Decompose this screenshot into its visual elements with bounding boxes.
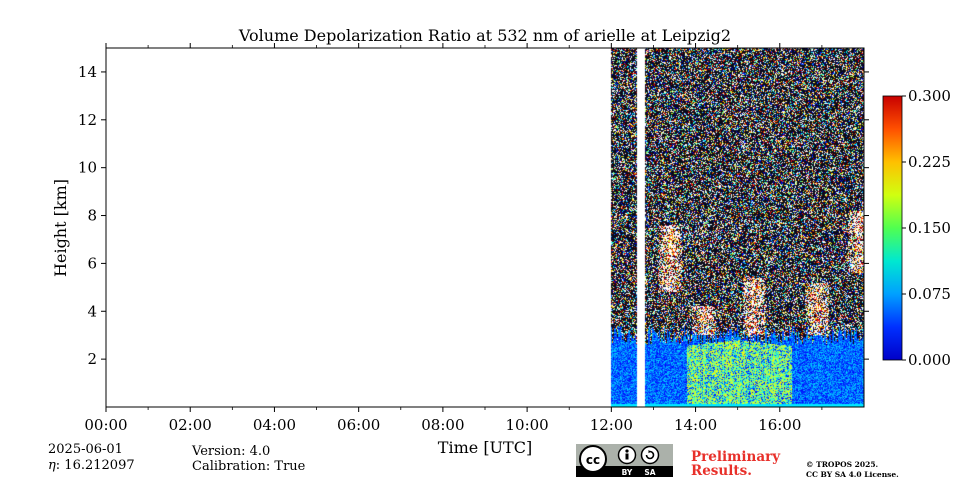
x-axis-label: Time [UTC] — [438, 438, 532, 457]
copyright-line-1: © TROPOS 2025. — [806, 460, 879, 469]
y-axis: 2 4 6 8 10 12 14 — [78, 63, 869, 368]
colorbar-tick-label-3: 0.225 — [908, 153, 951, 171]
cc-icon — [579, 445, 607, 473]
colorbar-tick-label-1: 0.075 — [908, 285, 951, 303]
y-tick-label-5: 12 — [78, 111, 97, 129]
x-tick-label-6: 12:00 — [590, 416, 633, 434]
cc-license-badge: cc BY SA — [576, 444, 673, 477]
depolarization-heatmap-image — [106, 48, 864, 407]
y-tick-label-3: 8 — [87, 207, 97, 225]
y-tick-label-0: 2 — [87, 350, 97, 368]
colorbar-tick-label-2: 0.150 — [908, 219, 951, 237]
colorbar — [882, 95, 903, 361]
x-tick-label-5: 10:00 — [505, 416, 548, 434]
colorbar-ticks: 0.000 0.075 0.150 0.225 0.300 — [902, 87, 951, 369]
svg-text:cc: cc — [586, 453, 600, 467]
badge-sa-text: SA — [644, 468, 655, 477]
heatmap-area — [106, 48, 864, 407]
preliminary-line-1: Preliminary — [691, 449, 781, 465]
x-tick-label-3: 06:00 — [337, 416, 380, 434]
y-tick-label-4: 10 — [78, 159, 97, 177]
x-tick-label-7: 14:00 — [674, 416, 717, 434]
y-tick-label-2: 6 — [87, 254, 97, 272]
x-axis: 00:00 02:00 04:00 06:00 08:00 10:00 12:00 14:00… — [84, 43, 823, 434]
copyright-line-2: CC BY SA 4.0 License. — [806, 470, 899, 479]
x-tick-label-1: 02:00 — [169, 416, 212, 434]
version-label: Version: 4.0 — [192, 444, 271, 459]
chart-title: Volume Depolarization Ratio at 532 nm of… — [238, 26, 731, 45]
colorbar-tick-label-0: 0.000 — [908, 351, 951, 369]
colorbar-tick-label-4: 0.300 — [908, 87, 951, 105]
share-alike-icon — [640, 445, 660, 465]
badge-by-text: BY — [622, 468, 633, 477]
x-tick-label-2: 04:00 — [253, 416, 296, 434]
eta-value: : 16.212097 — [55, 458, 135, 473]
x-tick-label-8: 16:00 — [758, 416, 801, 434]
calibration-label: Calibration: True — [192, 459, 306, 474]
date-label: 2025-06-01 — [48, 442, 123, 457]
preliminary-line-2: Results. — [691, 463, 752, 479]
x-tick-label-4: 08:00 — [421, 416, 464, 434]
y-tick-label-1: 4 — [87, 302, 97, 320]
eta-label: η: 16.212097 — [48, 458, 135, 473]
y-axis-label: Height [km] — [51, 179, 70, 277]
x-tick-label-0: 00:00 — [84, 416, 127, 434]
y-tick-label-6: 14 — [78, 63, 97, 81]
eta-symbol: η — [48, 458, 56, 473]
